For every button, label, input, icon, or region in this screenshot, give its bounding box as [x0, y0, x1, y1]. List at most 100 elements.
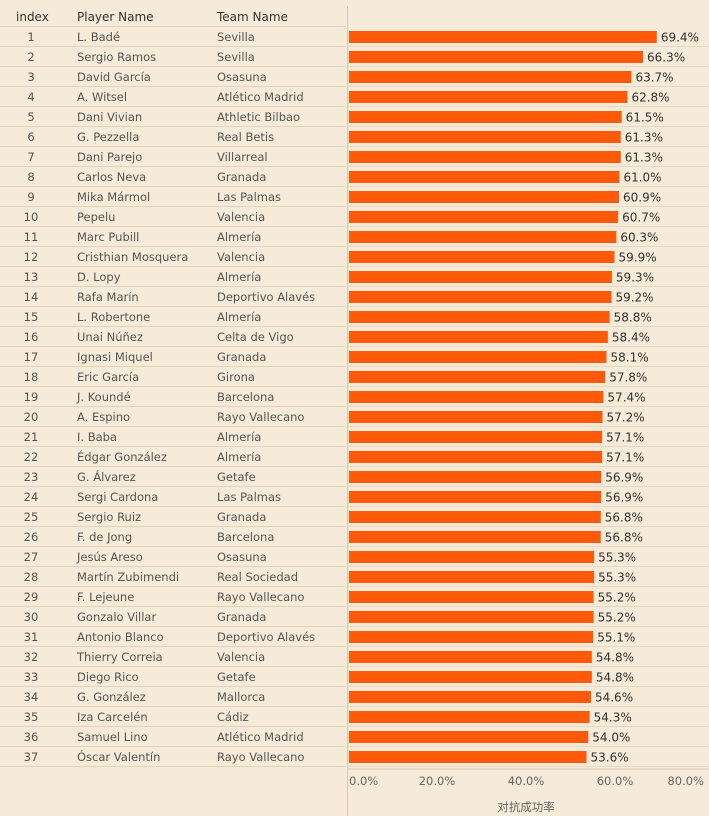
bar-value-label: 59.9% [619, 251, 657, 265]
row-player-name: Mika Mármol [77, 190, 151, 204]
bar [349, 291, 612, 303]
bar [349, 731, 589, 743]
plot-row-divider [348, 286, 709, 287]
x-tick-label: 60.0% [597, 774, 634, 788]
bar-value-label: 54.8% [596, 671, 634, 685]
row-team-name: Deportivo Alavés [217, 630, 316, 644]
bar [349, 651, 592, 663]
plot-row-divider [348, 246, 709, 247]
bar-value-label: 61.3% [625, 151, 663, 165]
plot-row-divider [348, 86, 709, 87]
x-axis-title: 对抗成功率 [497, 800, 555, 814]
bar-value-label: 58.1% [611, 351, 649, 365]
row-player-name: Samuel Lino [77, 730, 148, 744]
x-tick-label: 40.0% [508, 774, 545, 788]
bar-value-label: 62.8% [631, 91, 669, 105]
row-index: 24 [23, 490, 39, 504]
row-index: 30 [23, 610, 39, 624]
bar-value-label: 54.0% [592, 731, 630, 745]
row-divider [0, 306, 346, 307]
row-index: 16 [23, 330, 39, 344]
bar-value-label: 57.1% [606, 451, 644, 465]
bar-value-label: 61.0% [623, 171, 661, 185]
bar-value-label: 55.3% [598, 551, 636, 565]
bar [349, 611, 594, 623]
bar-value-label: 69.4% [661, 31, 699, 45]
row-player-name: Óscar Valentín [77, 750, 161, 764]
row-index: 23 [23, 470, 39, 484]
bar [349, 111, 622, 123]
plot-row-divider [348, 766, 709, 767]
row-index: 36 [23, 730, 39, 744]
row-index: 10 [23, 210, 39, 224]
bar-value-label: 56.8% [605, 531, 643, 545]
row-team-name: Sevilla [217, 30, 255, 44]
row-team-name: Osasuna [217, 550, 267, 564]
plot-row-divider [348, 346, 709, 347]
plot-row-divider [348, 166, 709, 167]
header-index: index [16, 10, 49, 24]
bar [349, 171, 620, 183]
row-player-name: Jesús Areso [77, 550, 143, 564]
bar-value-label: 55.1% [597, 631, 635, 645]
bar [349, 591, 594, 603]
row-team-name: Atlético Madrid [217, 90, 304, 104]
row-index: 37 [23, 750, 39, 764]
plot-row-divider [348, 226, 709, 227]
row-divider [0, 326, 346, 327]
bar-value-label: 60.3% [620, 231, 658, 245]
bar-value-label: 56.9% [605, 491, 643, 505]
header-team-name: Team Name [217, 10, 288, 24]
row-team-name: Cádiz [217, 710, 249, 724]
row-player-name: Marc Pubill [77, 230, 140, 244]
row-player-name: G. Álvarez [77, 470, 136, 484]
plot-row-divider [348, 646, 709, 647]
row-team-name: Granada [217, 170, 267, 184]
plot-row-divider [348, 146, 709, 147]
bar [349, 71, 632, 83]
bar [349, 151, 621, 163]
bar-value-label: 57.1% [606, 431, 644, 445]
x-tick-label: 0.0% [349, 774, 378, 788]
bar [349, 551, 595, 563]
plot-row-divider [348, 626, 709, 627]
plot-row-divider [348, 426, 709, 427]
row-index: 3 [27, 70, 35, 84]
bar [349, 271, 612, 283]
row-player-name: F. Lejeune [77, 590, 135, 604]
plot-row-divider [348, 186, 709, 187]
row-index: 26 [23, 530, 39, 544]
row-team-name: Granada [217, 610, 267, 624]
row-index: 29 [23, 590, 39, 604]
row-player-name: Carlos Neva [77, 170, 147, 184]
bar [349, 231, 617, 243]
bar-value-label: 57.2% [607, 411, 645, 425]
row-team-name: Celta de Vigo [217, 330, 294, 344]
plot-row-divider [348, 406, 709, 407]
row-divider [0, 166, 346, 167]
bar [349, 511, 601, 523]
row-index: 22 [23, 450, 39, 464]
bar-value-label: 55.2% [598, 591, 636, 605]
bar [349, 311, 610, 323]
row-index: 6 [27, 130, 35, 144]
row-player-name: D. Lopy [77, 270, 121, 284]
row-index: 31 [23, 630, 39, 644]
x-tick-label: 20.0% [419, 774, 456, 788]
bar-value-label: 55.3% [598, 571, 636, 585]
row-player-name: David García [77, 70, 151, 84]
row-divider [0, 686, 346, 687]
row-divider [0, 346, 346, 347]
bar [349, 51, 644, 63]
bar-value-label: 61.3% [625, 131, 663, 145]
bar [349, 211, 619, 223]
row-player-name: Cristhian Mosquera [77, 250, 189, 264]
bar [349, 431, 603, 443]
row-divider [0, 746, 346, 747]
bar-value-label: 57.8% [609, 371, 647, 385]
bar-value-label: 66.3% [647, 51, 685, 65]
row-index: 19 [23, 390, 39, 404]
row-divider [0, 646, 346, 647]
row-player-name: Dani Parejo [77, 150, 143, 164]
